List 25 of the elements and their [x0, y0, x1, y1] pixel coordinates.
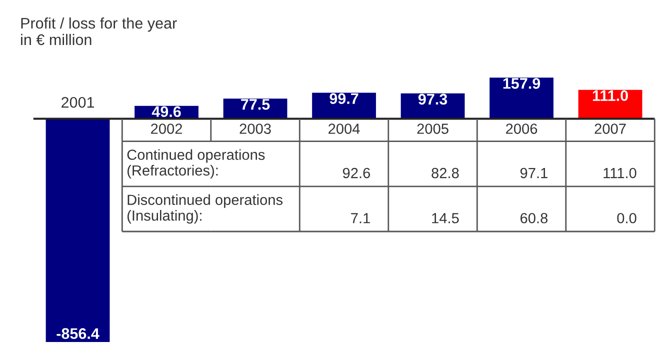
annotation: 14.5 [432, 213, 459, 224]
annotation: 7.1 [351, 213, 370, 224]
chart-title: Profit / loss for the year in € million [21, 17, 177, 46]
data-label: 157.9 [503, 78, 540, 89]
data-label: -856.4 [56, 328, 100, 339]
data-label: 77.5 [241, 99, 270, 110]
annotation: 97.1 [520, 168, 548, 178]
annotation: 82.8 [432, 168, 459, 178]
data-label: 49.6 [152, 106, 181, 118]
annotation: 60.8 [520, 212, 548, 224]
annotation: Continued operations (Refractories): [127, 149, 265, 178]
data-label: 99.7 [330, 93, 358, 104]
annotation: 0.0 [617, 212, 636, 224]
x-tick-label: 2004 [328, 124, 360, 134]
x-tick-label: 2003 [240, 124, 271, 134]
data-label: 111.0 [592, 90, 628, 102]
annotation: Discontinued operations (Insulating): [127, 194, 283, 224]
annotation: 92.6 [342, 168, 370, 178]
annotation: 111.0 [604, 168, 636, 178]
x-tick-label: 2005 [417, 124, 448, 134]
x-tick-label: 2007 [594, 124, 626, 134]
data-label: 97.3 [418, 94, 448, 105]
x-tick-label: 2002 [151, 124, 182, 134]
x-tick-label: 2001 [62, 96, 94, 108]
x-tick-label: 2006 [506, 124, 538, 134]
